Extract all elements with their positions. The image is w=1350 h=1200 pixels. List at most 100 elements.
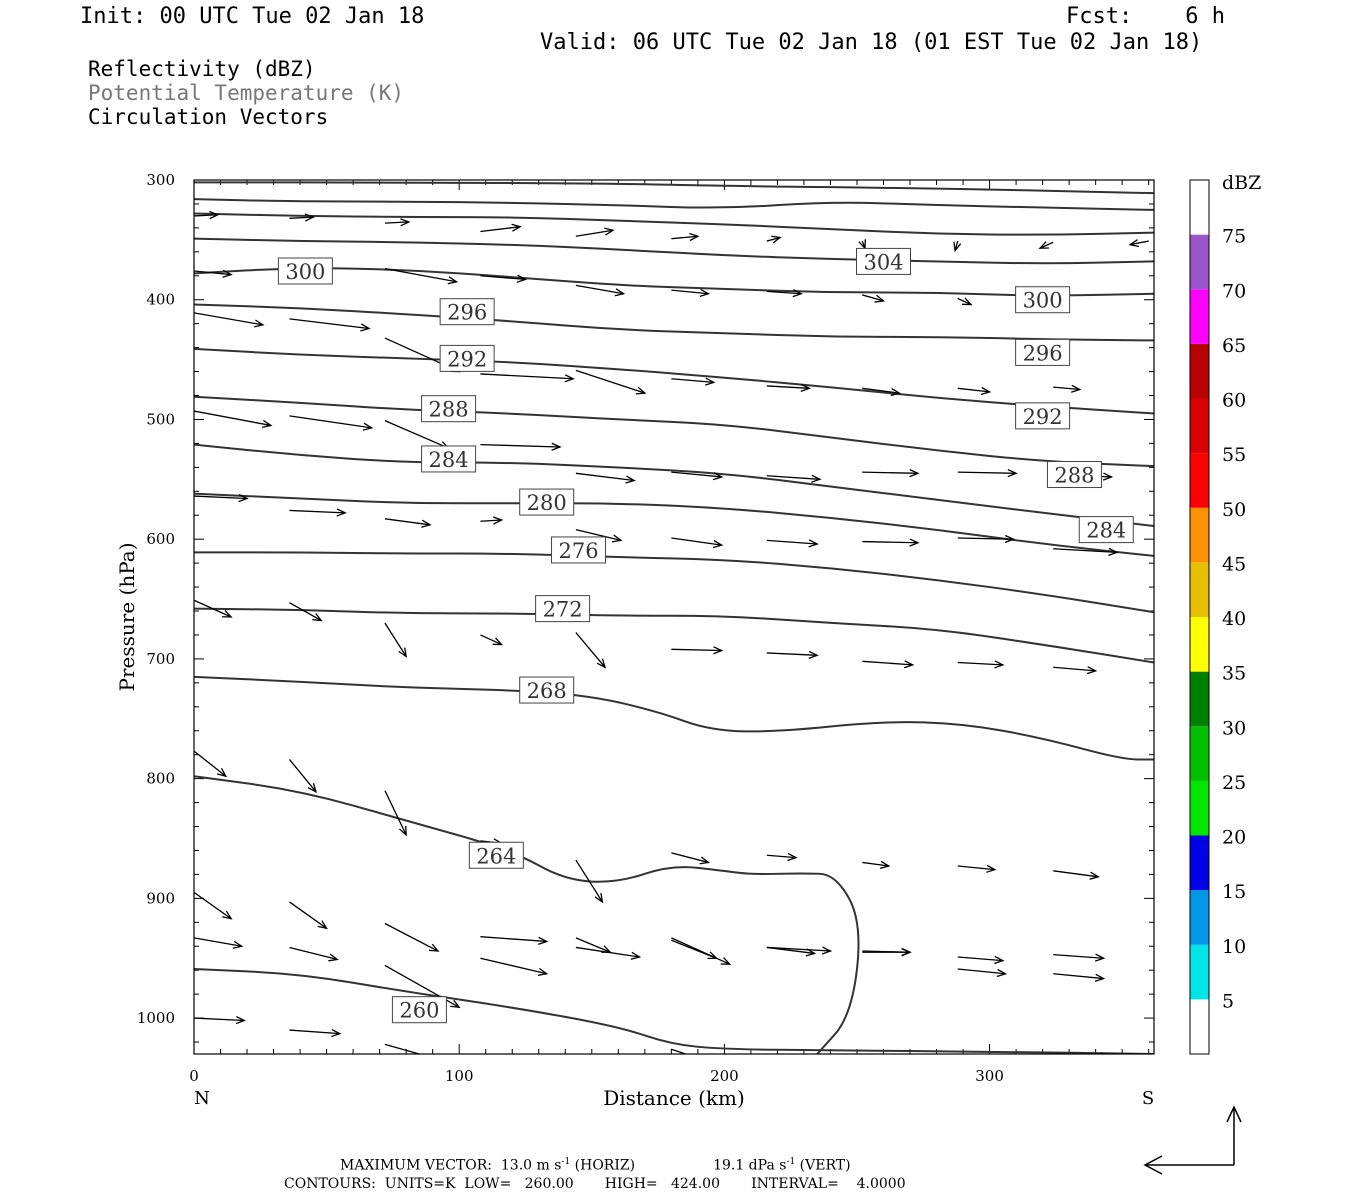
vector-shaft <box>1053 870 1099 878</box>
vector-head <box>307 782 318 794</box>
vector-arrow <box>862 469 920 478</box>
vector-head <box>635 386 647 395</box>
vector-head <box>209 211 220 220</box>
contour-label-260: 260 <box>391 996 447 1024</box>
vector-arrow <box>957 534 1016 544</box>
colorbar-segment <box>1190 398 1209 454</box>
vector-arrow <box>194 269 233 278</box>
vector-arrow <box>194 410 273 428</box>
vector-shaft <box>862 660 913 666</box>
colorbar-segment <box>1190 890 1209 945</box>
vector-head <box>331 1028 342 1038</box>
vector-arrow <box>766 946 833 955</box>
forecast-hour: Fcst: 6 h <box>1066 4 1225 29</box>
vector-shaft <box>194 750 227 777</box>
vector-shaft <box>862 950 911 953</box>
contour-label-text: 288 <box>1054 464 1094 488</box>
vector-head <box>398 647 408 658</box>
unit-sup-horiz: -1 <box>561 1157 571 1167</box>
vector-head <box>1108 547 1119 556</box>
vector-shaft <box>289 1029 340 1035</box>
contour-label-300: 300 <box>277 257 333 285</box>
vector-head <box>421 519 432 528</box>
vector-shaft <box>194 270 232 276</box>
vector-arrow <box>289 508 347 517</box>
vector-shaft <box>194 937 242 947</box>
colorbar-tick-label: 15 <box>1222 881 1246 903</box>
contour-label-288: 288 <box>421 395 477 423</box>
vector-arrow <box>194 599 233 618</box>
y-axis-label: Pressure (hPa) <box>115 543 139 692</box>
theta-contour-unlabeled <box>194 181 1154 195</box>
vector-arrow <box>957 968 1008 978</box>
contour-label-box <box>421 395 477 423</box>
vector-arrow <box>289 901 328 930</box>
colorbar-tick-label: 20 <box>1222 827 1246 849</box>
vector-head <box>492 516 504 525</box>
vector-arrow <box>671 537 724 549</box>
vector-head <box>1086 666 1098 675</box>
vector-shaft <box>194 891 232 920</box>
vector-arrow <box>1053 547 1119 556</box>
vector-arrow <box>289 213 316 222</box>
vector-shaft <box>958 1060 1008 1064</box>
contour-label-280: 280 <box>519 488 575 516</box>
vector-head <box>1094 973 1106 982</box>
vector-head <box>800 383 811 392</box>
vector-shaft <box>957 537 1014 540</box>
vector-head <box>235 1015 247 1025</box>
vector-head <box>604 227 615 236</box>
colorbar-tick-label: 5 <box>1222 990 1234 1012</box>
contour-label-box <box>1015 286 1071 314</box>
vector-shaft <box>767 1055 817 1060</box>
y-tick-label: 700 <box>146 650 175 668</box>
vector-head <box>222 910 233 920</box>
theta-contour-304 <box>194 237 1154 265</box>
vector-shaft <box>384 622 407 657</box>
vector-shaft <box>1053 386 1080 391</box>
theta-contour-280 <box>194 492 1154 557</box>
vector-head <box>909 469 920 478</box>
colorbar-segment <box>1190 180 1209 235</box>
contour-labels: 300 296 292 288 284 280 276 272 268 264 260 304 300 2… <box>277 247 1134 1024</box>
contour-label-268: 268 <box>519 676 575 704</box>
vector-head <box>360 323 371 332</box>
vector-arrow <box>862 294 886 303</box>
vector-head <box>699 856 711 865</box>
colorbar-tick-label: 40 <box>1222 608 1246 630</box>
vector-head <box>1094 953 1106 962</box>
vector-arrow <box>953 240 962 253</box>
vector-shaft <box>289 602 322 622</box>
vector-arrow <box>194 494 249 503</box>
vector-arrow <box>1053 666 1098 675</box>
vector-arrow <box>384 518 432 528</box>
vector-arrow <box>194 750 228 778</box>
vector-head <box>328 953 339 962</box>
contour-label-text: 280 <box>527 491 567 515</box>
vector-shaft <box>289 216 314 219</box>
vector-shaft <box>289 901 327 929</box>
vector-head <box>630 951 642 960</box>
horiz-label: (HORIZ) <box>570 1157 636 1174</box>
y-tick-label: 300 <box>146 171 175 189</box>
vector-arrow <box>766 474 822 483</box>
vector-shaft <box>384 1043 422 1054</box>
vector-arrow <box>862 860 891 870</box>
vector-shaft <box>862 387 900 394</box>
vector-arrow <box>384 790 407 837</box>
vector-shaft <box>671 648 722 652</box>
vector-shaft <box>384 420 449 449</box>
vector-arrow <box>480 442 562 451</box>
contour-label-box <box>1046 461 1102 489</box>
vector-arrow <box>671 377 716 386</box>
vector-arrow <box>766 852 798 862</box>
vector-head <box>809 1056 818 1063</box>
vector-head <box>994 955 1005 965</box>
vector-shaft <box>671 852 709 864</box>
contour-label-text: 260 <box>399 999 439 1023</box>
vector-arrow <box>671 288 711 298</box>
vector-shaft <box>480 634 502 646</box>
contour-label-box <box>551 536 607 564</box>
vector-arrow <box>1038 241 1054 249</box>
vector-head <box>980 386 992 396</box>
